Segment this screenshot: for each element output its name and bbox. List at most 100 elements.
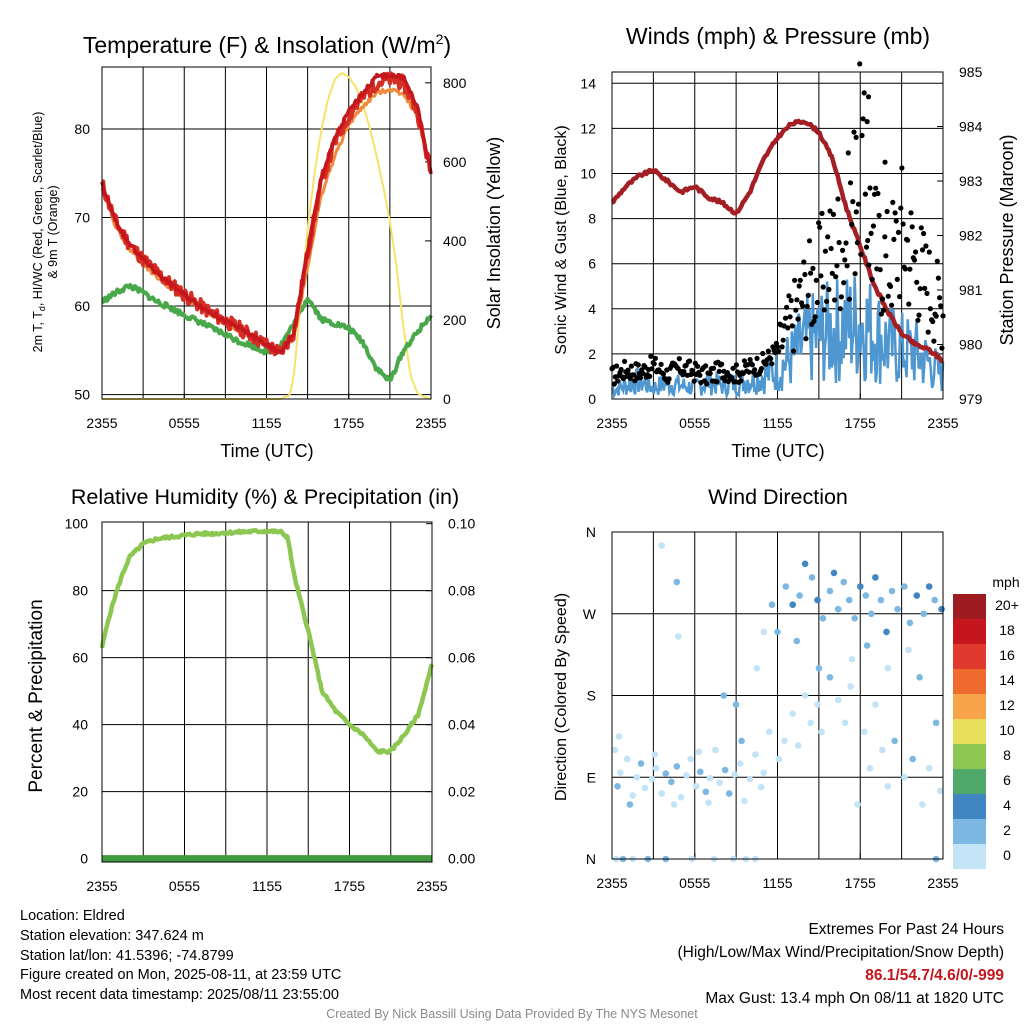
gust-point xyxy=(738,378,744,384)
gust-point xyxy=(853,134,859,140)
wind-direction-point xyxy=(818,728,825,736)
temperature-y-tick-label: 70 xyxy=(74,210,90,226)
temperature-x-tick-label: 0555 xyxy=(169,415,200,431)
winds-plot-frame xyxy=(611,71,944,400)
gust-point xyxy=(649,366,655,372)
wind-direction-point xyxy=(905,646,912,654)
wind-direction-points xyxy=(611,542,945,863)
gust-point xyxy=(703,363,709,369)
colorbar-swatch xyxy=(953,844,986,869)
wind-direction-point xyxy=(854,801,861,808)
wind-direction-point xyxy=(765,728,773,736)
gust-point xyxy=(882,234,888,240)
wind-direction-point xyxy=(614,783,621,790)
gust-point xyxy=(844,263,850,269)
colorbar-swatch xyxy=(953,719,986,744)
gust-point xyxy=(822,248,829,254)
humidity-y-tick-label: 0 xyxy=(80,851,88,867)
gust-point xyxy=(857,61,863,67)
winds-y2-tick-label: 981 xyxy=(959,282,983,298)
humidity-x-tick-label: 0555 xyxy=(169,878,200,894)
wind-direction-point xyxy=(611,746,619,754)
gust-point xyxy=(707,370,713,376)
temperature-y-axis-label: 2m T, Td, HI/WC (Red, Green, Scarlet/Blu… xyxy=(31,112,60,353)
gust-point xyxy=(858,251,864,257)
gust-point xyxy=(913,249,919,255)
gust-point xyxy=(926,249,932,255)
wind-direction-point xyxy=(651,751,659,758)
gust-point xyxy=(895,229,902,235)
wind-direction-point xyxy=(746,775,754,783)
gust-point xyxy=(899,165,905,171)
gust-point xyxy=(930,318,936,325)
gust-point xyxy=(906,301,912,307)
pressure-line xyxy=(611,118,945,364)
colorbar-label: 20+ xyxy=(995,597,1019,613)
winds-y-tick-label: 14 xyxy=(580,75,596,91)
humidity-plot-frame xyxy=(101,521,433,863)
gust-point xyxy=(774,344,781,350)
wind-direction-point xyxy=(683,772,690,779)
gust-point xyxy=(863,244,870,250)
gust-point xyxy=(782,315,789,321)
gust-point xyxy=(877,267,883,273)
wind-direction-point xyxy=(774,628,781,636)
extremes-title: Extremes For Past 24 Hours xyxy=(808,921,1004,938)
gust-point xyxy=(862,191,869,197)
winds-y2-axis-label: Station Pressure (Maroon) xyxy=(997,134,1017,345)
wind-direction-point xyxy=(819,615,827,622)
gust-point xyxy=(866,262,872,268)
gust-point xyxy=(847,180,854,186)
temperature-plot-frame xyxy=(101,66,432,400)
wind-direction-point xyxy=(705,799,712,806)
humidity-line xyxy=(99,527,435,756)
wind-direction-point xyxy=(732,701,740,708)
colorbar-unit: mph xyxy=(992,574,1019,590)
humidity-y2-tick-label: 0.10 xyxy=(448,516,475,532)
gust-point xyxy=(719,361,725,367)
gust-point xyxy=(938,303,944,309)
wind-direction-point xyxy=(793,637,801,645)
winds-x-tick-label: 1155 xyxy=(762,415,792,431)
wind-direction-point xyxy=(868,610,875,618)
wind-direction-point xyxy=(848,655,856,663)
gust-point xyxy=(637,375,644,381)
wind-direction-point xyxy=(801,560,809,568)
wind-direction-y-tick-label: N xyxy=(586,524,596,540)
wind-direction-point xyxy=(712,746,719,754)
gust-point xyxy=(873,185,879,191)
gust-point xyxy=(852,271,858,277)
gust-point xyxy=(860,116,866,122)
wind-direction-gridlines xyxy=(612,532,943,859)
winds-x-tick-label: 0555 xyxy=(679,415,710,431)
humidity-x-tick-label: 1155 xyxy=(252,878,282,894)
wind-direction-point xyxy=(920,610,927,618)
gust-point xyxy=(927,306,934,312)
gust-point xyxy=(797,277,803,283)
gust-point xyxy=(846,296,853,302)
gust-point xyxy=(825,234,831,240)
gust-point xyxy=(628,363,635,369)
gust-point xyxy=(622,358,628,364)
latlon-text: Station lat/lon: 41.5396; -74.8799 xyxy=(20,947,234,964)
gust-point xyxy=(749,362,756,368)
winds-panel: Winds (mph) & Pressure (mb) 0 2 4 6 8 10 12 14 9… xyxy=(553,23,1017,461)
humidity-gridlines xyxy=(102,522,432,862)
created-text: Figure created on Mon, 2025-08-11, at 23… xyxy=(20,967,342,984)
gust-point xyxy=(625,367,631,373)
gust-point xyxy=(818,273,824,279)
wind-direction-point xyxy=(919,801,926,808)
gust-point xyxy=(795,316,801,322)
colorbar-label: 6 xyxy=(1003,772,1011,788)
wind-direction-y-tick-label: E xyxy=(587,769,596,785)
gust-point xyxy=(861,90,867,96)
gust-point xyxy=(792,277,798,283)
gust-point xyxy=(881,307,887,313)
wind-direction-point xyxy=(841,719,849,727)
gust-point xyxy=(832,297,838,303)
gust-point xyxy=(855,201,862,207)
humidity-y-tick-label: 60 xyxy=(72,650,88,666)
